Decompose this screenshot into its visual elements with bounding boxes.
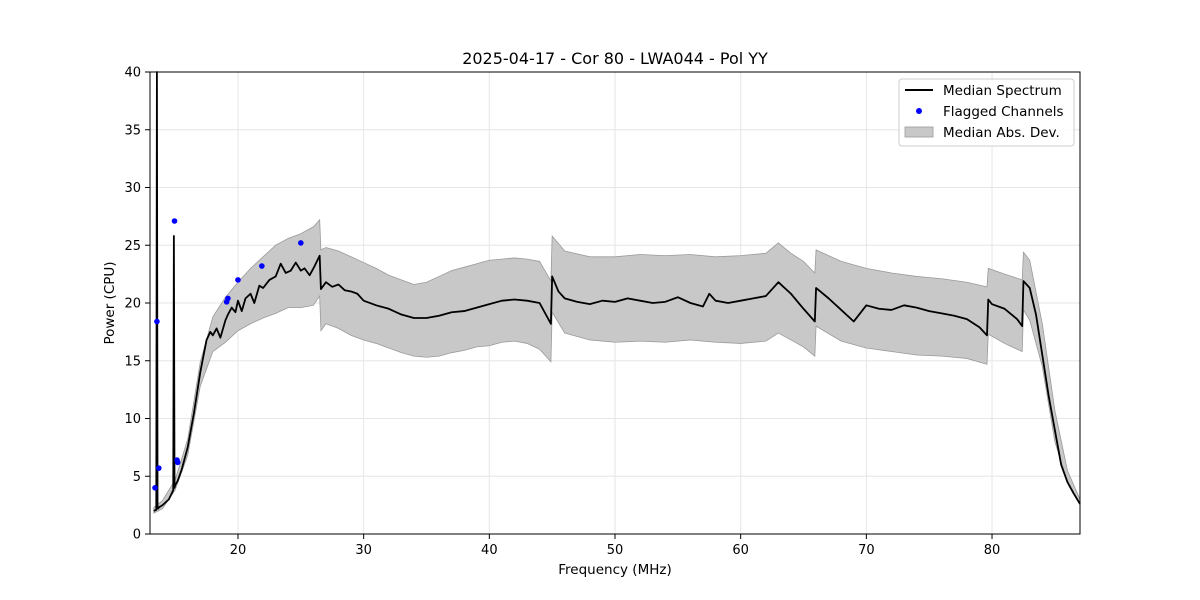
legend: Median Spectrum Flagged Channels Median … [898, 78, 1075, 147]
flagged-channel-point [152, 485, 158, 491]
flagged-channel-point [171, 218, 178, 224]
x-axis-label: Frequency (MHz) [558, 562, 671, 578]
x-tick-label: 40 [481, 543, 498, 558]
y-axis-label: Power (CPU) [102, 261, 118, 344]
flagged-channel-point [235, 277, 241, 283]
y-tick-label: 5 [133, 470, 141, 485]
flagged-channel-point [174, 459, 181, 466]
y-tick-label: 0 [133, 528, 141, 543]
legend-box [898, 78, 1075, 147]
y-tick-label: 15 [124, 354, 141, 369]
flagged-channel-point [225, 295, 231, 302]
x-axis-ticks: 20 30 40 50 60 70 80 [230, 534, 1001, 558]
flagged-channel-point [154, 318, 160, 325]
x-tick-label: 30 [355, 543, 372, 558]
median-spectrum-line [153, 71, 1081, 512]
flagged-channel-point [298, 240, 304, 246]
flagged-channel-point [156, 465, 162, 471]
y-tick-label: 30 [124, 181, 141, 196]
legend-flagged-channels: Flagged Channels [943, 104, 1064, 120]
y-tick-label: 20 [124, 297, 141, 312]
x-tick-label: 60 [732, 543, 749, 558]
legend-mad-swatch [904, 126, 934, 138]
y-tick-label: 10 [124, 412, 141, 427]
flagged-points-layer [152, 218, 304, 491]
y-tick-label: 25 [124, 239, 141, 254]
x-tick-label: 80 [984, 543, 1001, 558]
x-tick-label: 20 [230, 543, 247, 558]
legend-flagged-marker [916, 108, 922, 114]
y-axis-ticks: 0 5 10 15 20 25 30 35 40 [124, 66, 150, 543]
median-line-layer [153, 71, 1081, 512]
flagged-channel-point [259, 263, 265, 269]
y-tick-label: 35 [124, 123, 141, 138]
chart-title: 2025-04-17 - Cor 80 - LWA044 - Pol YY [462, 49, 768, 68]
x-tick-label: 70 [858, 543, 875, 558]
y-tick-label: 40 [124, 66, 141, 81]
x-tick-label: 50 [607, 543, 624, 558]
legend-median-spectrum: Median Spectrum [943, 83, 1062, 99]
legend-median-abs-dev: Median Abs. Dev. [943, 125, 1060, 141]
